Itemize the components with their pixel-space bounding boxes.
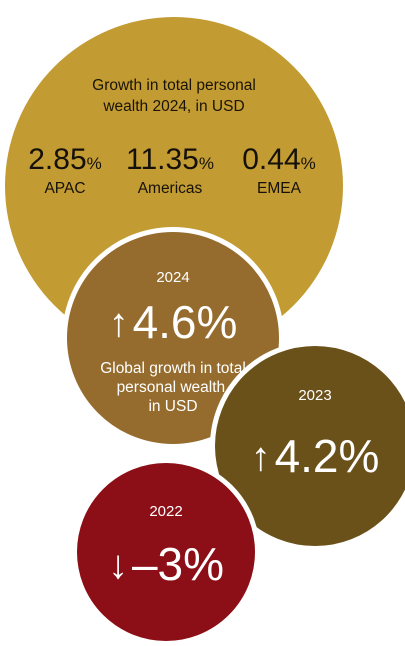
year-2024-label: 2024 <box>156 269 190 286</box>
arrow-down-icon: ↓ <box>107 543 128 587</box>
arrow-up-icon: ↑ <box>250 435 271 479</box>
region-emea: 0.44% EMEA <box>237 144 321 198</box>
region-emea-value: 0.44% <box>242 143 316 176</box>
growth-2022-value: ↓–3% <box>107 538 225 590</box>
region-americas-value: 11.35% <box>126 143 214 176</box>
title-line-1: Growth in total personal <box>92 77 256 94</box>
growth-2022-circle: 2022 ↓–3% <box>72 458 260 646</box>
region-apac-label: APAC <box>44 180 86 197</box>
region-americas-label: Americas <box>137 180 203 197</box>
region-emea-label: EMEA <box>257 180 301 197</box>
region-apac: 2.85% APAC <box>19 144 111 198</box>
arrow-up-icon: ↑ <box>108 301 129 345</box>
regional-growth-title: Growth in total personal wealth 2024, in… <box>5 75 343 117</box>
year-2022-label: 2022 <box>149 503 183 520</box>
growth-2023-circle: 2023 ↑4.2% <box>210 341 405 551</box>
title-line-2: wealth 2024, in USD <box>103 98 245 115</box>
growth-2024-description: Global growth in total personal wealth, … <box>100 360 246 415</box>
growth-2024-value: ↑4.6% <box>108 296 238 348</box>
growth-2023-value: ↑4.2% <box>250 430 380 482</box>
region-apac-value: 2.85% <box>28 143 102 176</box>
year-2023-label: 2023 <box>298 387 332 404</box>
region-americas: 11.35% Americas <box>117 144 223 198</box>
